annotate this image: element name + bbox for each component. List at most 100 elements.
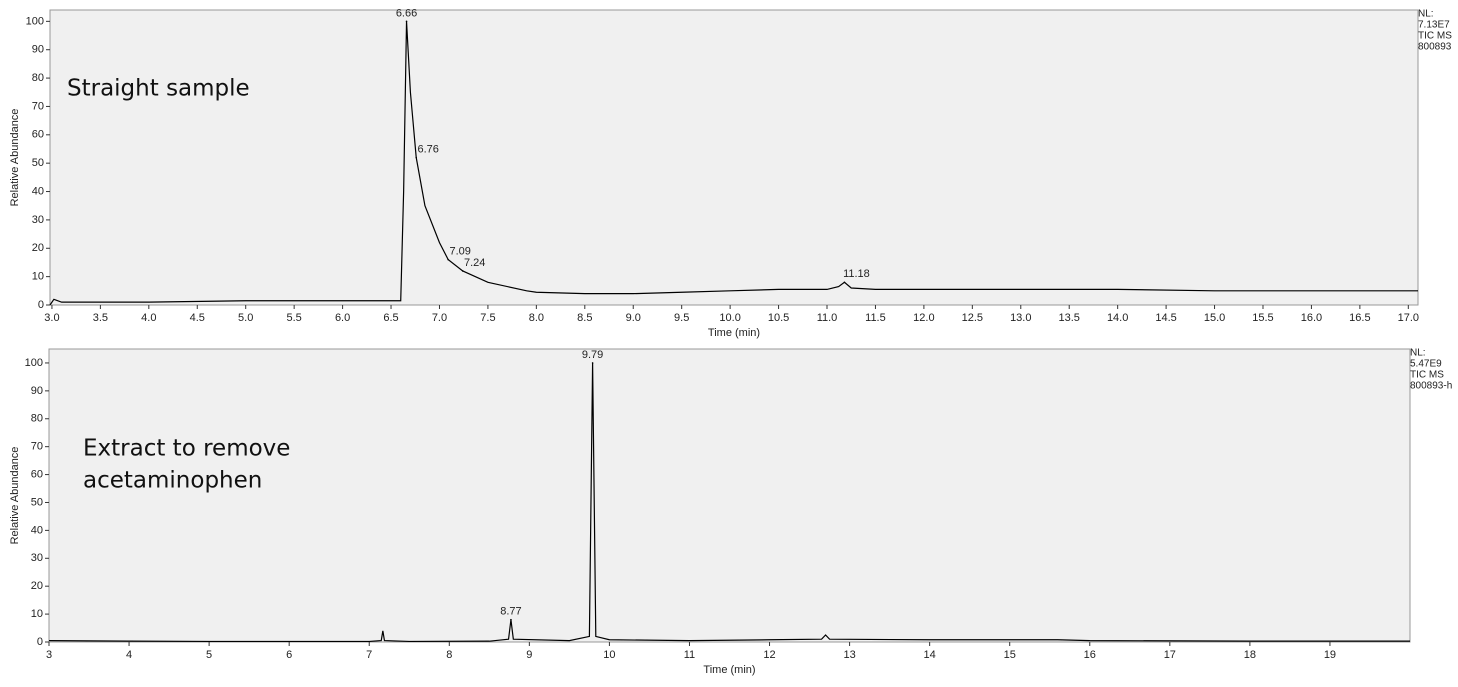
x-tick-label: 16: [1084, 649, 1096, 661]
info-text: NL:: [1418, 9, 1434, 20]
trace-line: [49, 21, 1418, 306]
peak-label: 11.18: [843, 268, 870, 280]
x-tick-label: 13.0: [1010, 312, 1031, 324]
x-tick-label: 15.0: [1204, 312, 1225, 324]
x-tick-label: 5.0: [238, 312, 253, 324]
x-tick-label: 13: [843, 649, 855, 661]
peak-marker: [591, 362, 594, 364]
peak-label: 6.66: [396, 7, 417, 19]
trace-line: [48, 362, 1410, 643]
x-tick-label: 14.0: [1107, 312, 1128, 324]
x-tick-label: 3.5: [93, 312, 108, 324]
x-tick-label: 9.5: [674, 312, 689, 324]
x-tick-label: 15: [1004, 649, 1016, 661]
y-tick-label: 0: [37, 636, 43, 648]
info-text: 5.47E9: [1410, 359, 1442, 370]
y-tick-label: 20: [32, 242, 44, 254]
x-axis-label: Time (min): [708, 327, 760, 339]
y-axis-label: Relative Abundance: [9, 109, 21, 207]
plot-area: [48, 348, 1411, 643]
peak-marker: [447, 258, 449, 261]
x-tick-label: 19: [1324, 649, 1336, 661]
y-tick-label: 90: [32, 44, 44, 56]
peak-marker: [415, 156, 418, 159]
x-tick-label: 6.0: [335, 312, 350, 324]
y-tick-label: 30: [31, 552, 43, 564]
y-tick-label: 50: [31, 496, 43, 508]
y-tick-label: 100: [25, 357, 43, 369]
y-tick-label: 10: [31, 608, 43, 620]
x-tick-label: 7: [366, 649, 372, 661]
x-tick-label: 4: [126, 649, 132, 661]
plot-area: [49, 9, 1419, 306]
x-tick-label: 17.0: [1398, 312, 1419, 324]
peak-label: 9.79: [582, 349, 603, 361]
x-tick-label: 10.0: [719, 312, 740, 324]
x-tick-label: 11: [684, 649, 695, 661]
annotation: Straight sample: [67, 76, 250, 102]
info-text: 7.13E7: [1418, 20, 1450, 31]
x-tick-label: 15.5: [1252, 312, 1273, 324]
x-tick-label: 16.0: [1301, 312, 1322, 324]
x-tick-label: 10: [603, 649, 615, 661]
x-tick-label: 4.0: [141, 312, 156, 324]
y-tick-label: 10: [32, 271, 44, 283]
x-tick-label: 7.0: [432, 312, 447, 324]
x-tick-label: 4.5: [190, 312, 205, 324]
y-tick-label: 70: [32, 100, 44, 112]
x-tick-label: 6.5: [383, 312, 398, 324]
info-text: TIC MS: [1418, 31, 1452, 42]
x-tick-label: 8.0: [529, 312, 544, 324]
x-tick-label: 10.5: [768, 312, 789, 324]
peak-marker: [510, 618, 512, 621]
x-tick-label: 11.0: [817, 312, 838, 324]
y-tick-label: 80: [31, 413, 43, 425]
peak-label: 6.76: [418, 143, 439, 155]
x-tick-label: 14.5: [1155, 312, 1176, 324]
x-tick-label: 9: [526, 649, 532, 661]
x-tick-label: 8: [446, 649, 452, 661]
x-tick-label: 5.5: [286, 312, 301, 324]
y-tick-label: 40: [32, 185, 44, 197]
y-tick-label: 20: [31, 580, 43, 592]
info-text: 800893: [1418, 42, 1452, 53]
annotation: acetaminophen: [83, 468, 262, 494]
x-tick-label: 3.0: [44, 312, 59, 324]
x-tick-label: 3: [46, 649, 52, 661]
x-tick-label: 5: [206, 649, 212, 661]
y-tick-label: 50: [32, 157, 44, 169]
y-tick-label: 40: [31, 524, 43, 536]
info-text: 800893-h: [1410, 381, 1452, 392]
peak-marker: [843, 281, 846, 284]
peak-label: 8.77: [500, 606, 521, 618]
x-tick-label: 14: [924, 649, 936, 661]
x-tick-label: 13.5: [1059, 312, 1080, 324]
peak-label: 7.09: [449, 246, 470, 258]
y-tick-label: 60: [32, 129, 44, 141]
info-text: TIC MS: [1410, 370, 1444, 381]
y-axis-label: Relative Abundance: [9, 447, 21, 545]
x-tick-label: 12: [763, 649, 775, 661]
y-tick-label: 60: [31, 468, 43, 480]
x-tick-label: 9.0: [626, 312, 641, 324]
x-tick-label: 6: [286, 649, 292, 661]
y-tick-label: 90: [31, 385, 43, 397]
annotation: Extract to remove: [83, 436, 290, 462]
info-text: NL:: [1410, 348, 1426, 359]
x-tick-label: 17: [1164, 649, 1176, 661]
x-tick-label: 12.5: [962, 312, 983, 324]
x-tick-label: 8.5: [577, 312, 592, 324]
x-tick-label: 11.5: [865, 312, 886, 324]
peak-label: 7.24: [464, 257, 485, 269]
peak-marker: [461, 270, 464, 272]
y-tick-label: 30: [32, 214, 44, 226]
x-tick-label: 16.5: [1349, 312, 1370, 324]
x-tick-label: 7.5: [480, 312, 495, 324]
y-tick-label: 70: [31, 441, 43, 453]
y-tick-label: 100: [26, 15, 44, 27]
y-tick-label: 0: [38, 299, 44, 311]
peak-marker: [405, 20, 408, 23]
x-tick-label: 18: [1244, 649, 1256, 661]
y-tick-label: 80: [32, 72, 44, 84]
